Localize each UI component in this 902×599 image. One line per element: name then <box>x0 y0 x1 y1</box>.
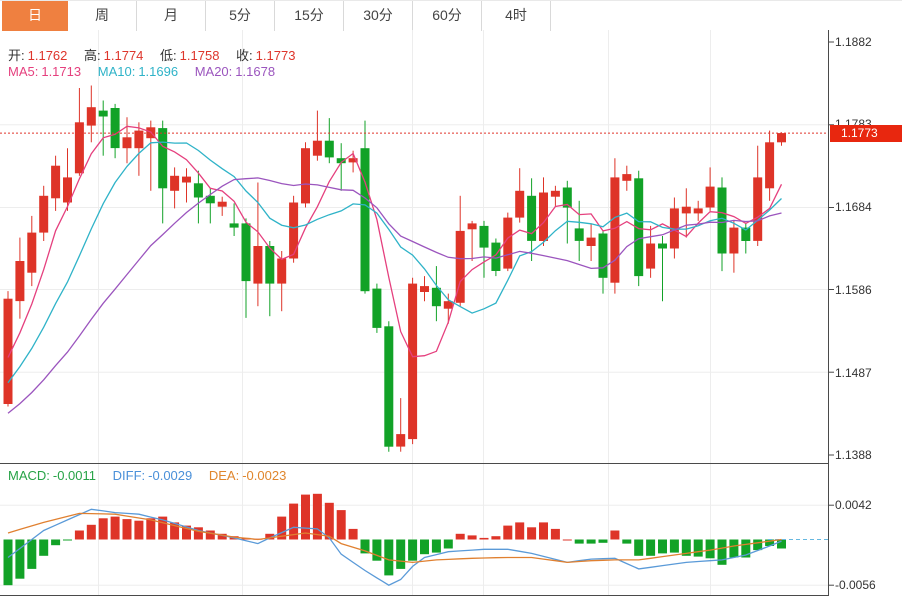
current-price-badge: 1.1773 <box>830 125 902 142</box>
tab-label: 30分 <box>363 7 393 23</box>
tab-day[interactable]: 日 <box>2 1 68 31</box>
y-tick-label: 1.1487 <box>835 366 872 380</box>
tab-label: 15分 <box>294 7 324 23</box>
y-tick-label: 0.0042 <box>835 498 872 512</box>
tab-label: 周 <box>95 7 109 23</box>
dea-value: DEA: -0.0023 <box>208 468 287 483</box>
tab-15min[interactable]: 15分 <box>275 1 344 31</box>
tab-30min[interactable]: 30分 <box>344 1 413 31</box>
tab-label: 60分 <box>432 7 462 23</box>
tab-60min[interactable]: 60分 <box>413 1 482 31</box>
ma5-value: MA5: 1.1713 <box>8 64 82 79</box>
open-value: 开: 1.1762 <box>8 48 68 63</box>
tab-month[interactable]: 月 <box>137 1 206 31</box>
ma20-value: MA20: 1.1678 <box>194 64 276 79</box>
tab-label: 5分 <box>229 7 251 23</box>
tab-label: 4时 <box>505 7 527 23</box>
ma-info-row: MA5: 1.1713 MA10: 1.1696 MA20: 1.1678 <box>8 64 288 79</box>
y-tick-label: 1.1388 <box>835 448 872 462</box>
tab-label: 月 <box>164 7 178 23</box>
close-value: 收: 1.1773 <box>236 48 296 63</box>
macd-info-row: MACD: -0.0011 DIFF: -0.0029 DEA: -0.0023 <box>8 468 299 483</box>
ma10-value: MA10: 1.1696 <box>97 64 179 79</box>
y-tick-label: 1.1684 <box>835 200 872 214</box>
tab-4hour[interactable]: 4时 <box>482 1 551 31</box>
period-tabbar: 日 周 月 5分 15分 30分 60分 4时 <box>0 0 902 31</box>
y-tick-label: -0.0056 <box>835 578 876 592</box>
high-value: 高: 1.1774 <box>84 48 144 63</box>
y-tick-label: 1.1882 <box>835 35 872 49</box>
y-tick-label: 1.1586 <box>835 283 872 297</box>
tab-label: 日 <box>28 7 42 23</box>
macd-value: MACD: -0.0011 <box>8 468 97 483</box>
low-value: 低: 1.1758 <box>160 48 220 63</box>
tab-5min[interactable]: 5分 <box>206 1 275 31</box>
diff-value: DIFF: -0.0029 <box>112 468 193 483</box>
ohlc-info-row: 开: 1.1762 高: 1.1774 低: 1.1758 收: 1.1773 <box>8 45 308 64</box>
tab-week[interactable]: 周 <box>68 1 137 31</box>
